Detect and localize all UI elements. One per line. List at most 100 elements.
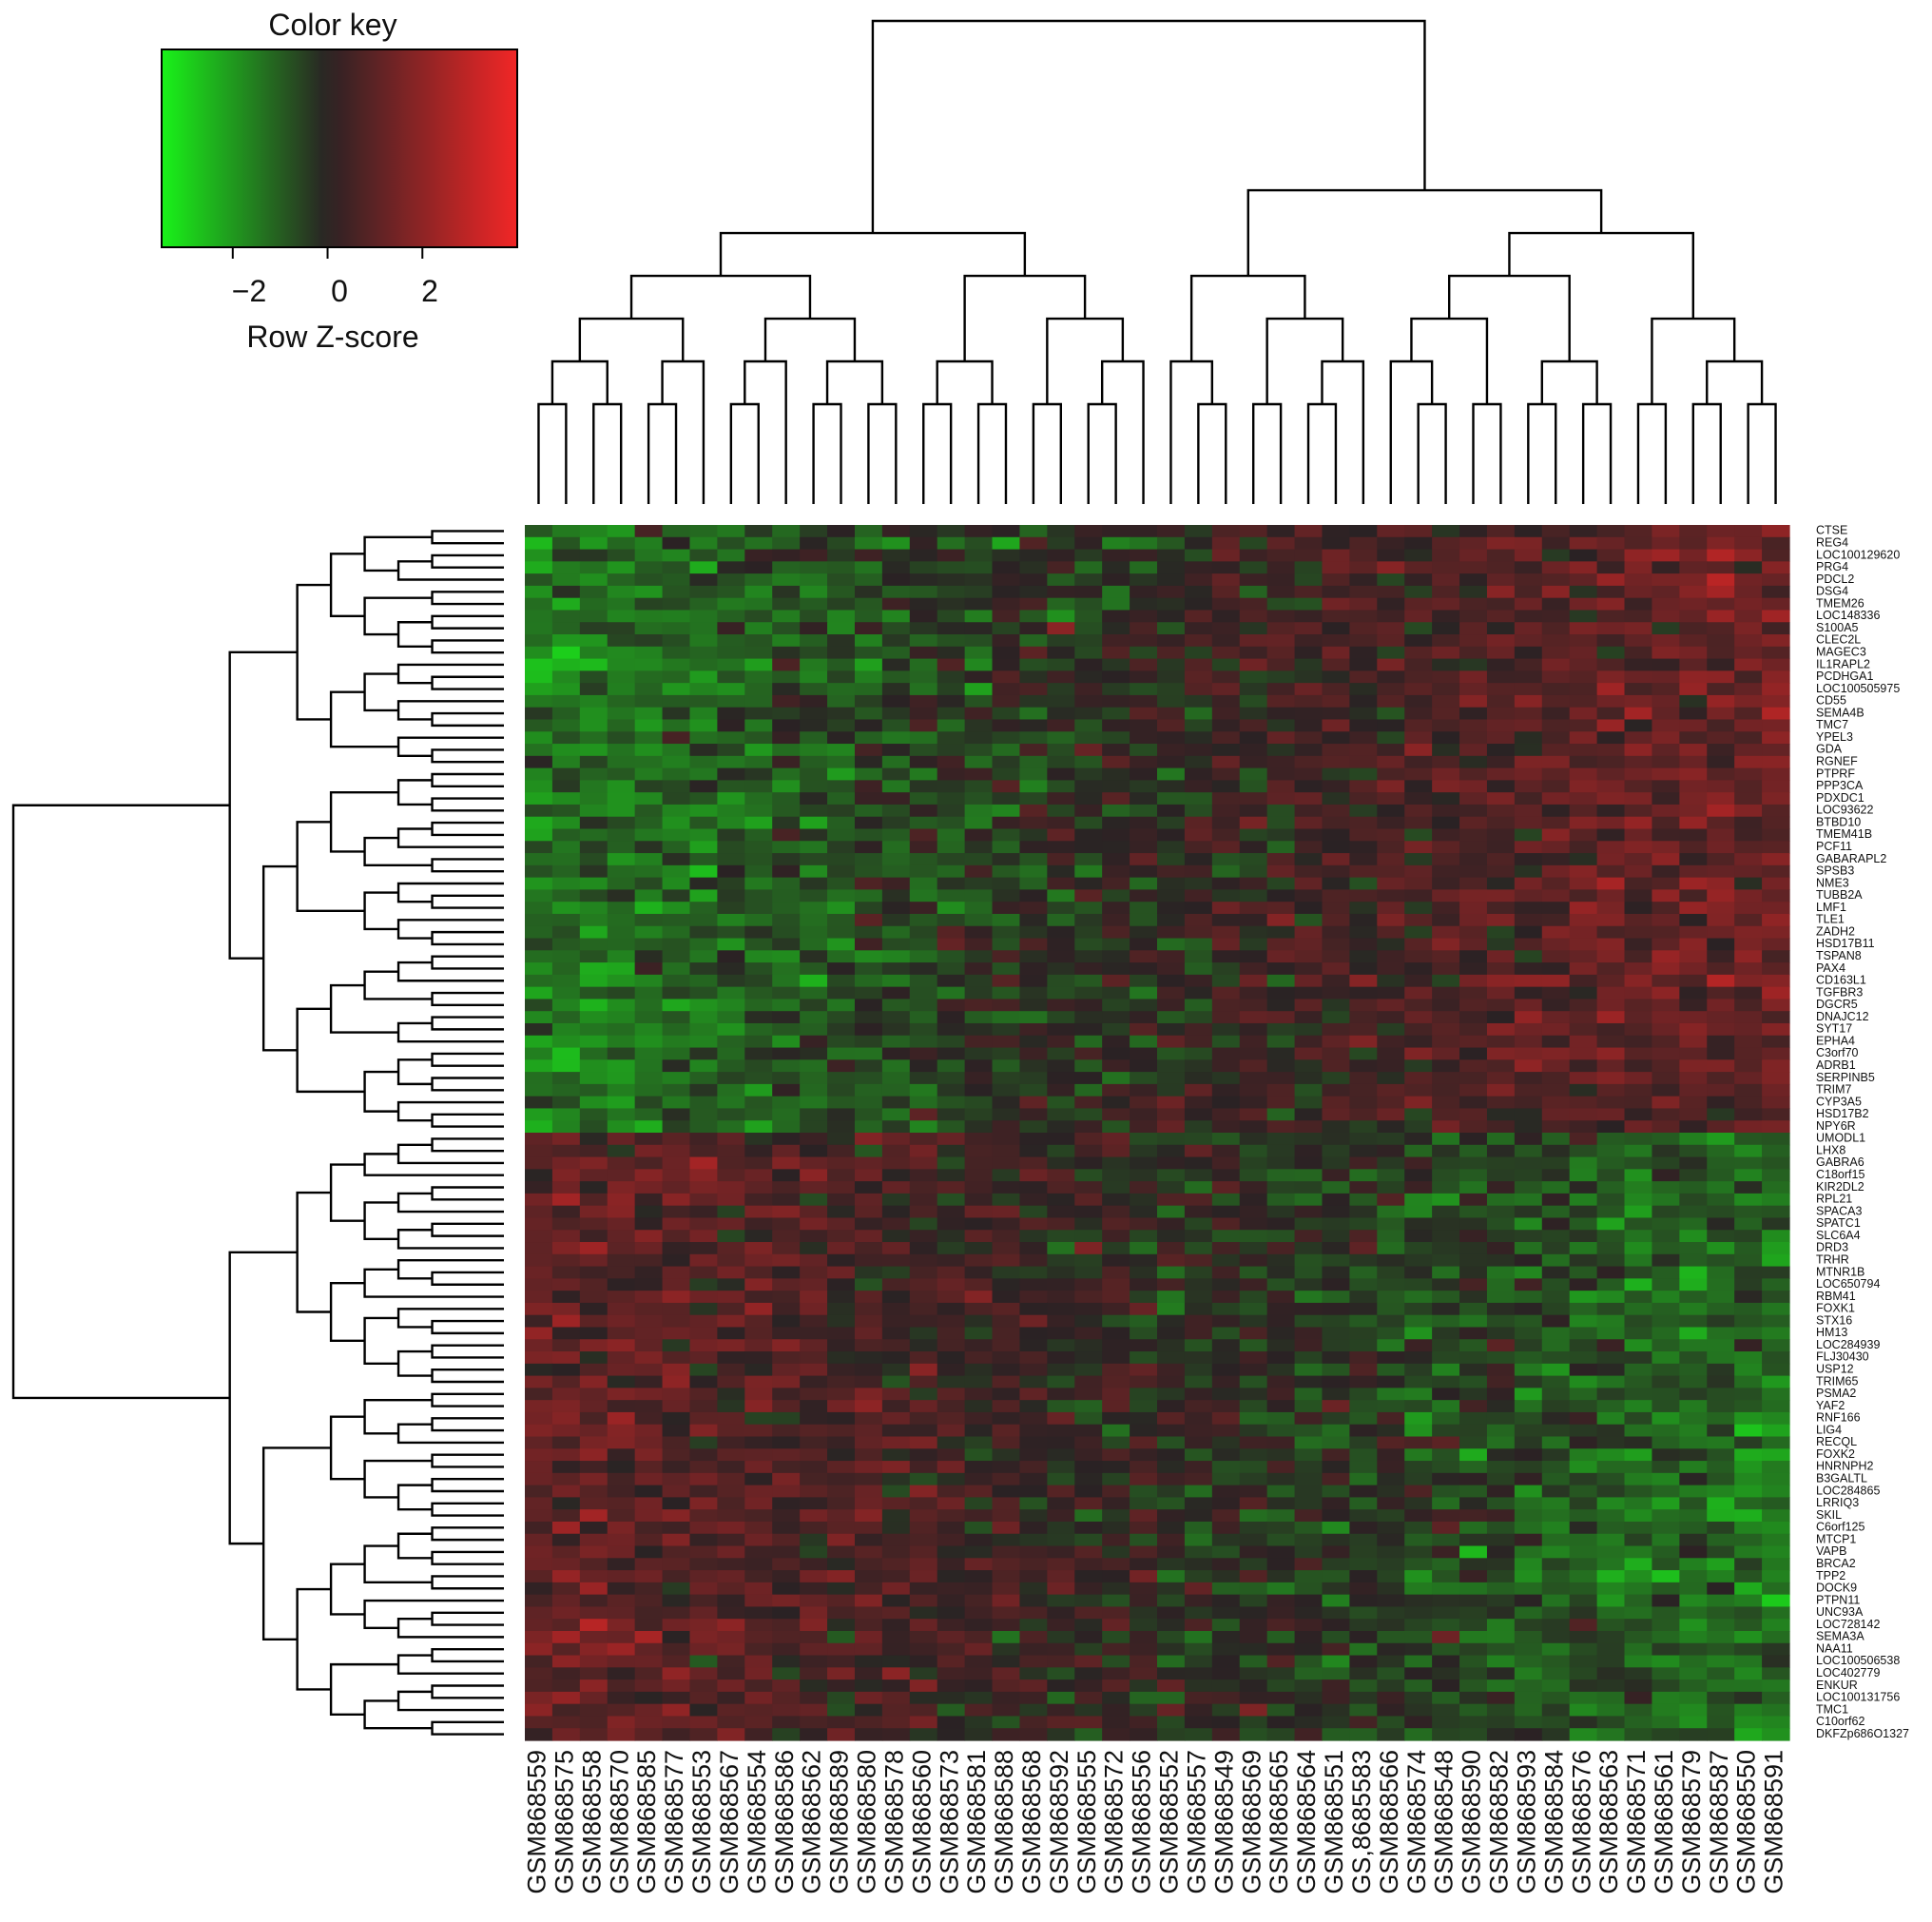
heatmap-cell — [579, 731, 609, 745]
heatmap-cell — [854, 1570, 883, 1583]
heatmap-cell — [937, 1181, 966, 1194]
heatmap-cell — [1239, 1533, 1268, 1547]
heatmap-cell — [1211, 683, 1241, 696]
heatmap-cell — [634, 670, 664, 684]
heatmap-cell — [937, 561, 966, 574]
heatmap-cell — [964, 1436, 994, 1449]
heatmap-cell — [1377, 792, 1405, 806]
heatmap-cell — [1322, 1485, 1350, 1498]
heatmap-cell — [1211, 1266, 1241, 1279]
heatmap-cell — [1486, 1497, 1516, 1510]
heatmap-cell — [1377, 1059, 1405, 1073]
heatmap-cell — [937, 536, 966, 551]
heatmap-cell — [634, 1472, 664, 1486]
heatmap-cell — [909, 1193, 938, 1207]
heatmap-cell — [1569, 1619, 1598, 1632]
row-dendrogram-branch — [363, 672, 399, 712]
heatmap-cell — [1184, 1619, 1213, 1632]
heatmap-cell — [1349, 962, 1378, 976]
heatmap-cell — [1486, 1072, 1516, 1085]
heatmap-cell — [551, 1144, 581, 1158]
heatmap-cell — [607, 1156, 636, 1170]
heatmap-cell — [800, 561, 828, 574]
column-label: GSM868573 — [935, 1750, 963, 1894]
heatmap-cell — [717, 634, 745, 648]
heatmap-cell — [1211, 1181, 1241, 1194]
heatmap-cell — [1184, 744, 1213, 757]
heatmap-cell — [1459, 694, 1488, 709]
column-dendrogram-branch — [1321, 359, 1365, 504]
heatmap-cell — [551, 1156, 581, 1170]
heatmap-cell — [1679, 816, 1708, 830]
heatmap-cell — [800, 1278, 828, 1291]
heatmap-cell — [1349, 1461, 1378, 1474]
heatmap-cell — [689, 1193, 718, 1207]
heatmap-cell — [800, 986, 828, 1000]
heatmap-cell — [717, 1266, 745, 1279]
heatmap-cell — [1157, 1327, 1186, 1340]
heatmap-cell — [881, 525, 911, 538]
heatmap-cell — [992, 962, 1021, 976]
heatmap-cell — [1652, 1217, 1680, 1231]
heatmap-cell — [1019, 1606, 1048, 1620]
heatmap-cell — [1624, 1217, 1653, 1231]
heatmap-cell — [827, 902, 856, 915]
heatmap-cell — [854, 1181, 883, 1194]
heatmap-cell — [1762, 962, 1790, 976]
heatmap-cell — [1239, 999, 1268, 1012]
heatmap-cell — [1184, 549, 1213, 562]
heatmap-cell — [881, 694, 911, 709]
heatmap-cell — [717, 792, 745, 806]
heatmap-cell — [1596, 1570, 1626, 1583]
heatmap-cell — [1184, 561, 1213, 574]
heatmap-cell — [1652, 1011, 1680, 1024]
heatmap-cell — [1541, 804, 1571, 818]
heatmap-cell — [689, 780, 718, 793]
heatmap-cell — [964, 1424, 994, 1438]
heatmap-cell — [772, 864, 801, 879]
heatmap-cell — [1377, 1448, 1405, 1462]
heatmap-cell — [1459, 536, 1488, 551]
heatmap-cell — [1130, 1558, 1158, 1571]
heatmap-cell — [1047, 1642, 1075, 1657]
row-dendrogram-branch — [431, 797, 504, 812]
heatmap-cell — [854, 853, 883, 866]
heatmap-cell — [1569, 694, 1598, 709]
column-label: GSM868572 — [1100, 1750, 1129, 1894]
heatmap-cell — [1074, 1047, 1103, 1060]
heatmap-cell — [1130, 1059, 1158, 1073]
heatmap-cell — [1349, 804, 1378, 818]
heatmap-cell — [1184, 816, 1213, 830]
heatmap-cell — [525, 1253, 553, 1268]
heatmap-cell — [1707, 1363, 1735, 1377]
heatmap-cell — [717, 561, 745, 574]
heatmap-cell — [1596, 1436, 1626, 1449]
heatmap-cell — [607, 1716, 636, 1729]
heatmap-cell — [1239, 1461, 1268, 1474]
heatmap-cell — [964, 1679, 994, 1693]
heatmap-cell — [662, 1436, 691, 1449]
heatmap-cell — [1679, 1339, 1708, 1352]
heatmap-cell — [827, 1642, 856, 1657]
heatmap-cell — [551, 1436, 581, 1449]
heatmap-cell — [1130, 1339, 1158, 1352]
heatmap-cell — [964, 1205, 994, 1219]
heatmap-cell — [1102, 1424, 1130, 1438]
heatmap-cell — [1734, 1022, 1763, 1037]
heatmap-cell — [1459, 1485, 1488, 1498]
heatmap-cell — [772, 1266, 801, 1279]
row-label: LOC402779 — [1816, 1666, 1880, 1679]
heatmap-cell — [1019, 1193, 1048, 1207]
heatmap-cell — [525, 1509, 553, 1523]
heatmap-cell — [1102, 950, 1130, 963]
heatmap-cell — [1377, 1133, 1405, 1146]
heatmap-cell — [1541, 694, 1571, 709]
heatmap-cell — [551, 755, 581, 769]
heatmap-cell — [909, 1181, 938, 1194]
heatmap-cell — [854, 1169, 883, 1182]
heatmap-cell — [1762, 1448, 1790, 1462]
heatmap-cell — [634, 1205, 664, 1219]
heatmap-cell — [1047, 744, 1075, 757]
heatmap-cell — [1349, 1096, 1378, 1110]
heatmap-cell — [1541, 999, 1571, 1012]
